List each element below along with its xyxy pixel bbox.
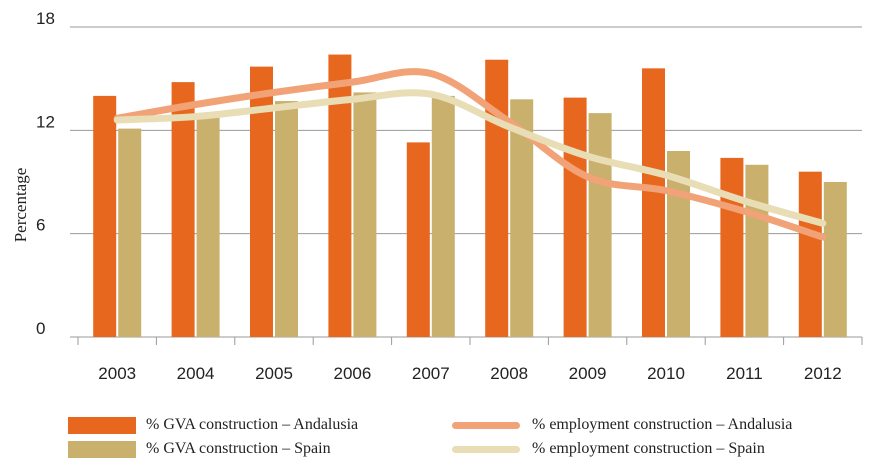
bar-gva-andalusia [642,68,665,337]
bar-gva-spain [275,101,298,337]
bar-gva-andalusia [93,95,117,337]
bar-gva-spain [353,92,377,337]
bar-gva-andalusia [720,157,744,337]
series-lines [113,68,827,241]
bar-gva-andalusia [485,59,509,337]
y-tick-labels: 0 6 12 18 [36,9,55,338]
legend: % GVA construction – Andalusia % GVA con… [0,410,871,464]
x-tick-label: 2007 [412,364,450,383]
legend-swatch-employment-spain [452,445,520,453]
legend-swatch-employment-andalusia [452,421,520,429]
bars [93,54,847,338]
bar-gva-andalusia [563,97,587,337]
legend-item-gva-andalusia: % GVA construction – Andalusia [68,416,358,434]
legend-item-gva-spain: % GVA construction – Spain [68,440,331,458]
legend-label-employment-spain: % employment construction – Spain [532,440,765,457]
x-tick-label: 2006 [333,364,371,383]
bar-gva-andalusia [250,66,273,337]
legend-item-employment-spain: % employment construction – Spain [452,440,765,458]
bar-gva-andalusia [406,142,430,337]
x-tick-label: 2010 [647,364,685,383]
legend-item-employment-andalusia: % employment construction – Andalusia [452,416,792,434]
bar-gva-spain [118,128,142,337]
x-tick-label: 2003 [98,364,136,383]
y-tick-label: 0 [36,319,45,338]
bar-gva-spain [745,164,769,337]
bar-gva-spain [510,99,534,337]
y-axis-label: Percentage [11,167,30,243]
x-tick-label: 2011 [726,364,763,383]
x-tick-label: 2005 [255,364,293,383]
legend-label-employment-andalusia: % employment construction – Andalusia [532,416,793,433]
legend-label-gva-andalusia: % GVA construction – Andalusia [146,416,359,433]
legend-label-gva-spain: % GVA construction – Spain [146,440,331,457]
x-tick-label: 2004 [177,364,215,383]
line-employment-spain [113,89,827,227]
x-tick-label: 2009 [569,364,607,383]
bar-gva-spain [196,114,220,337]
bar-gva-andalusia [328,54,352,338]
bar-gva-spain [588,113,612,337]
y-tick-label: 18 [36,9,55,28]
x-tick-labels: 2003 2004 2005 2006 2007 2008 2009 2010 2011 2012 [77,337,863,383]
line-employment-andalusia [113,68,827,241]
bar-gva-spain [431,95,455,337]
y-tick-label: 6 [36,216,45,235]
x-tick-label: 2012 [804,364,842,383]
bar-gva-andalusia [798,171,822,337]
bar-gva-andalusia [171,82,195,337]
bar-gva-spain [823,182,847,337]
legend-swatch-gva-spain [68,440,136,458]
x-tick-label: 2008 [490,364,528,383]
y-tick-label: 12 [36,112,55,131]
legend-swatch-gva-andalusia [68,416,136,434]
